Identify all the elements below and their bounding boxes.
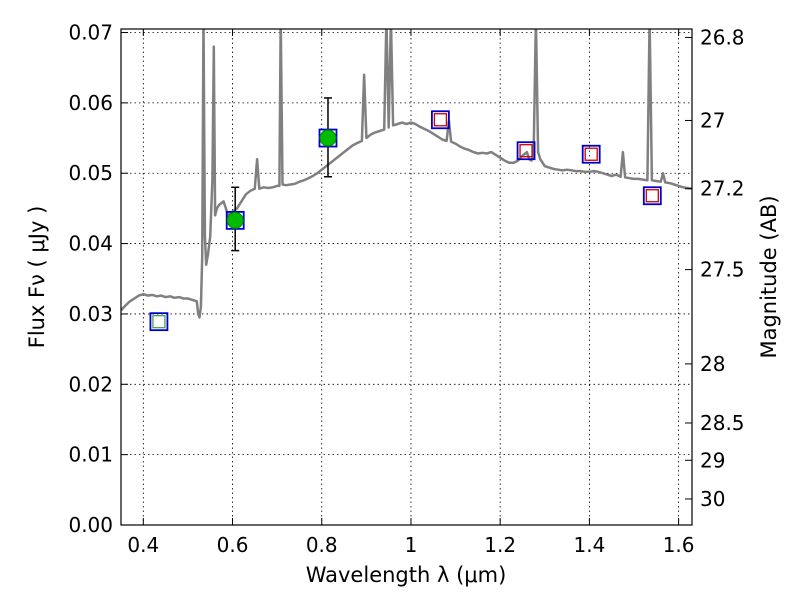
- plot-frame: [120, 28, 693, 526]
- x-tick-label: 1.6: [663, 533, 695, 557]
- model-photometry-square: [516, 141, 536, 161]
- x-tick-label: 0.8: [306, 533, 338, 557]
- model-photometry-square: [149, 312, 169, 332]
- model-photometry-square: [581, 144, 601, 164]
- y-tick-label: 0.02: [68, 372, 113, 396]
- model-photometry-square: [431, 110, 450, 130]
- right-tick-label: 27.2: [700, 177, 745, 201]
- right-tick-label: 28: [700, 352, 725, 376]
- upper-limit-square: [645, 189, 659, 203]
- right-tick-label: 27: [700, 108, 725, 132]
- upper-limit-square: [584, 147, 598, 161]
- spectrum-line: [121, 29, 692, 319]
- axis-ticks: [121, 29, 692, 526]
- upper-limit-square: [152, 315, 166, 329]
- x-tick-label: 0.4: [127, 533, 159, 557]
- x-axis-label: Wavelength λ (μm): [306, 563, 507, 587]
- spectrum-layer: [121, 29, 692, 319]
- right-tick-label: 29: [700, 448, 725, 472]
- y-axis-label: Flux Fν ( μJy ): [25, 206, 49, 349]
- x-tick-label: 1.2: [484, 533, 516, 557]
- right-tick-label: 28.5: [700, 411, 745, 435]
- x-tick-label: 1: [405, 533, 418, 557]
- y-tick-label: 0.07: [68, 21, 113, 45]
- upper-limit-square: [519, 144, 533, 158]
- right-tick-label: 26.8: [700, 25, 745, 49]
- y-tick-label: 0.04: [68, 232, 113, 256]
- y-tick-label: 0.05: [68, 161, 113, 185]
- y-tick-labels: 0.00 0.01 0.02 0.03 0.04 0.05 0.06 0.07: [68, 21, 113, 537]
- observed-flux-point: [226, 211, 244, 229]
- right-tick-labels: 26.8 27 27.2 27.5 28 28.5 29 30: [700, 25, 745, 511]
- y-tick-label: 0.06: [68, 91, 113, 115]
- x-tick-labels: 0.4 0.6 0.8 1 1.2 1.4 1.6: [127, 533, 694, 557]
- right-tick-label: 27.5: [700, 258, 745, 282]
- x-tick-label: 0.6: [217, 533, 249, 557]
- right-axis-label: Magnitude (AB): [757, 195, 781, 358]
- x-tick-label: 1.4: [573, 533, 605, 557]
- markers: [149, 110, 662, 332]
- model-photometry-square: [642, 186, 662, 206]
- right-tick-label: 30: [700, 487, 725, 511]
- y-tick-label: 0.03: [68, 302, 113, 326]
- upper-limit-square: [433, 113, 448, 127]
- observed-flux-point: [319, 129, 337, 147]
- y-tick-label: 0.01: [68, 443, 113, 467]
- y-tick-label: 0.00: [68, 513, 113, 537]
- grid: [121, 29, 692, 525]
